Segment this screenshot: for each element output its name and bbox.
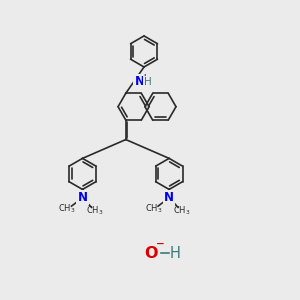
Text: $\mathregular{CH_3}$: $\mathregular{CH_3}$ <box>145 203 162 215</box>
Text: H: H <box>169 245 180 260</box>
Text: $\mathregular{CH_3}$: $\mathregular{CH_3}$ <box>58 203 76 215</box>
Text: +: + <box>142 73 148 82</box>
Text: O: O <box>145 245 158 260</box>
Text: N: N <box>164 191 174 204</box>
Text: −: − <box>155 239 164 249</box>
Text: N: N <box>77 191 88 204</box>
Text: N: N <box>134 75 144 88</box>
Text: H: H <box>144 76 152 87</box>
Text: $\mathregular{CH_3}$: $\mathregular{CH_3}$ <box>173 204 190 217</box>
Text: $\mathregular{CH_3}$: $\mathregular{CH_3}$ <box>86 204 104 217</box>
